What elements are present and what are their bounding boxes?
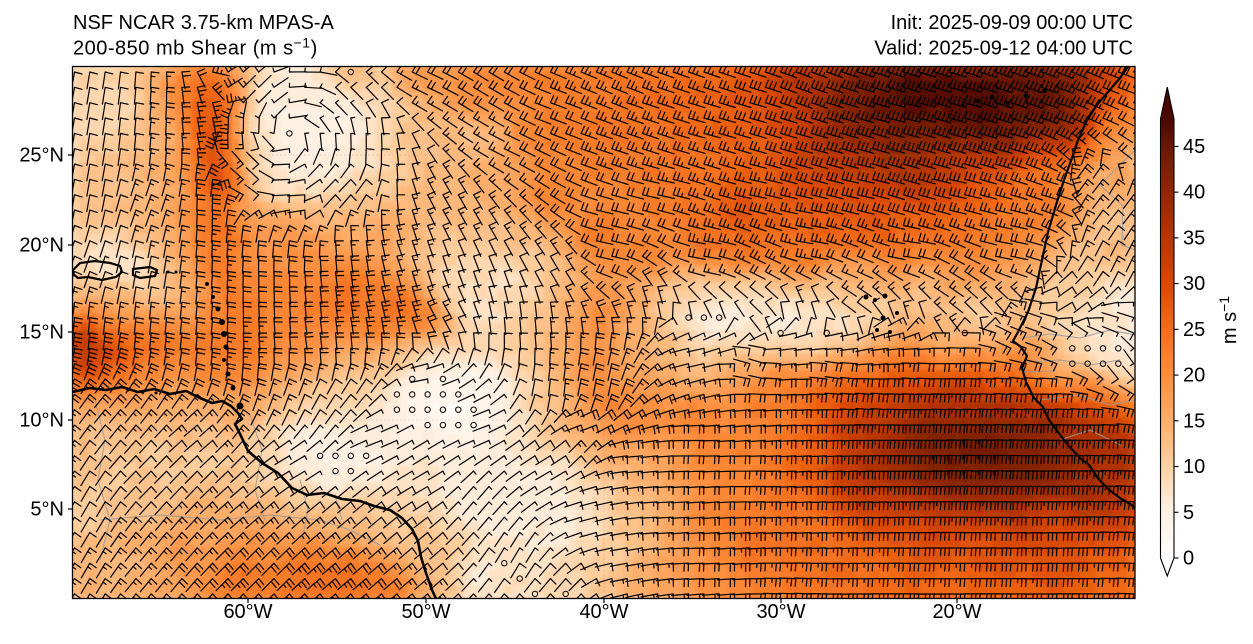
svg-text:5°N: 5°N <box>30 499 64 521</box>
svg-text:Init: 2025-09-09 00:00 UTC: Init: 2025-09-09 00:00 UTC <box>891 12 1133 34</box>
svg-text:20°W: 20°W <box>932 601 981 623</box>
svg-text:25°N: 25°N <box>19 145 64 167</box>
svg-text:15°N: 15°N <box>19 322 64 344</box>
svg-text:Valid: 2025-09-12 04:00 UTC: Valid: 2025-09-12 04:00 UTC <box>874 38 1133 60</box>
svg-text:0: 0 <box>1183 548 1194 570</box>
svg-text:50°W: 50°W <box>401 601 450 623</box>
svg-text:20°N: 20°N <box>19 235 64 257</box>
svg-text:35: 35 <box>1183 227 1205 249</box>
svg-text:15: 15 <box>1183 410 1205 432</box>
svg-text:5: 5 <box>1183 502 1194 524</box>
svg-text:30°W: 30°W <box>756 601 805 623</box>
svg-text:NSF NCAR 3.75-km MPAS-A: NSF NCAR 3.75-km MPAS-A <box>73 12 334 34</box>
svg-text:200-850 mb Shear (m s−1): 200-850 mb Shear (m s−1) <box>73 35 318 60</box>
svg-text:60°W: 60°W <box>223 601 272 623</box>
svg-text:20: 20 <box>1183 365 1205 387</box>
svg-text:25: 25 <box>1183 319 1205 341</box>
svg-text:40°W: 40°W <box>579 601 628 623</box>
svg-text:30: 30 <box>1183 273 1205 295</box>
svg-text:40: 40 <box>1183 182 1205 204</box>
svg-text:10°N: 10°N <box>19 410 64 432</box>
svg-text:45: 45 <box>1183 136 1205 158</box>
svg-text:10: 10 <box>1183 456 1205 478</box>
